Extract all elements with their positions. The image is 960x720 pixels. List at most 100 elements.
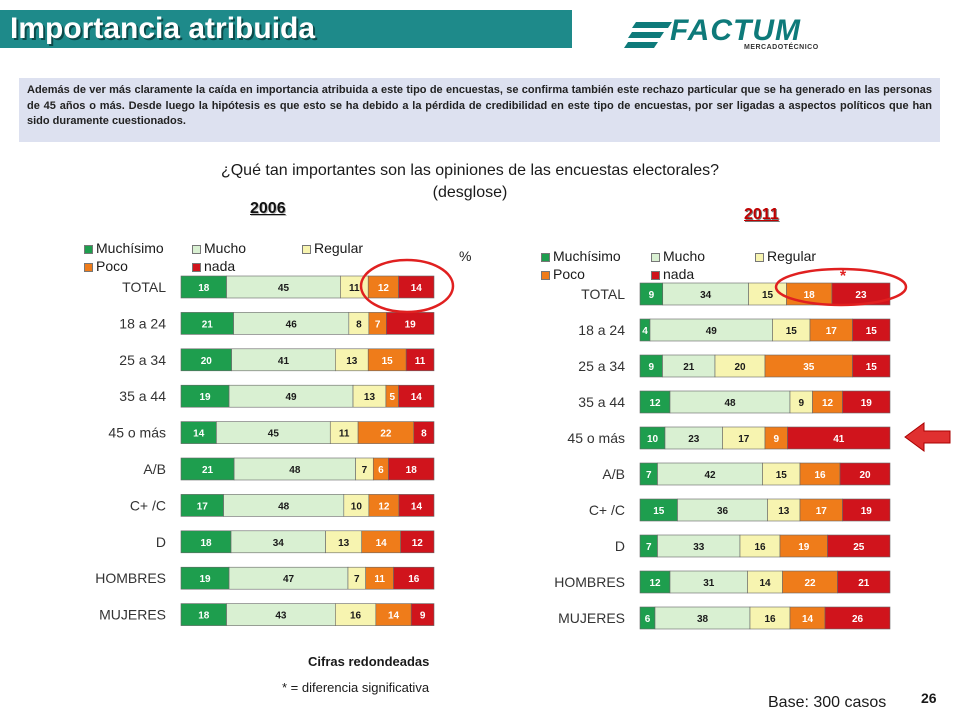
- chart-question: ¿Qué tan importantes son las opiniones d…: [120, 160, 820, 204]
- data-label-muchisimo: 7: [646, 542, 652, 553]
- data-label-muchisimo: 19: [199, 392, 211, 403]
- data-label-nada: 20: [859, 470, 871, 481]
- data-label-poco: 12: [378, 501, 390, 512]
- bar-segment-nada: [413, 421, 435, 444]
- data-label-regular: 16: [754, 542, 766, 553]
- data-label-muchisimo: 6: [645, 614, 651, 625]
- category-label-2011: 25 a 34: [578, 358, 625, 374]
- data-label-poco: 14: [388, 611, 400, 622]
- data-label-regular: 15: [786, 326, 798, 337]
- data-label-nada: 21: [858, 578, 870, 589]
- category-label-2006: 18 a 24: [119, 315, 166, 331]
- data-label-regular: 13: [364, 392, 376, 403]
- data-label-mucho: 48: [278, 501, 290, 512]
- legend-label: Muchísimo: [553, 248, 621, 264]
- year-2011-title: 2011: [744, 206, 779, 223]
- legend-item-regular: Regular: [755, 248, 816, 264]
- highlight-ellipse-2006-total: [359, 258, 455, 314]
- legend-label: nada: [204, 258, 236, 274]
- page-number: 26: [921, 690, 937, 706]
- data-label-muchisimo: 18: [200, 538, 212, 549]
- data-label-poco: 16: [814, 470, 826, 481]
- category-label-2011: HOMBRES: [554, 574, 625, 590]
- data-label-mucho: 38: [697, 614, 709, 625]
- legend-item-nada: nada: [651, 266, 694, 282]
- category-label-2006: 35 a 44: [119, 388, 166, 404]
- data-label-nada: 15: [866, 326, 878, 337]
- data-label-poco: 11: [374, 574, 385, 585]
- unit-label: %: [459, 248, 472, 264]
- category-label-2006: C+ /C: [130, 497, 166, 513]
- highlight-ellipse-2011-total: [774, 267, 908, 307]
- data-label-regular: 14: [759, 578, 771, 589]
- significance-note: * = diferencia significativa: [282, 680, 430, 695]
- data-label-poco: 22: [380, 429, 392, 440]
- logo-name: FACTUM: [670, 14, 801, 47]
- title-bar: [0, 10, 572, 48]
- legend-item-mucho: Mucho: [651, 248, 705, 264]
- data-label-nada: 19: [861, 506, 873, 517]
- category-label-2011: TOTAL: [581, 286, 625, 302]
- data-label-muchisimo: 10: [647, 434, 659, 445]
- swatch-nada: [651, 270, 660, 280]
- bar-segment-nada: [400, 530, 435, 554]
- data-label-regular: 16: [350, 611, 362, 622]
- intro-text: Además de ver más claramente la caída en…: [19, 78, 940, 142]
- category-label-2011: 18 a 24: [578, 322, 625, 338]
- data-label-mucho: 43: [275, 611, 287, 622]
- data-label-regular: 11: [339, 429, 350, 440]
- data-label-mucho: 34: [700, 290, 712, 301]
- data-label-nada: 14: [411, 501, 423, 512]
- swatch-regular: [755, 252, 764, 262]
- data-label-regular: 15: [776, 470, 788, 481]
- category-label-2011: 35 a 44: [578, 394, 625, 410]
- data-label-poco: 17: [816, 506, 828, 517]
- data-label-muchisimo: 21: [202, 319, 214, 330]
- year-2006-title: 2006: [250, 200, 286, 217]
- significance-star: *: [840, 268, 847, 285]
- data-label-mucho: 49: [706, 326, 718, 337]
- data-label-poco: 15: [382, 356, 394, 367]
- data-label-mucho: 31: [703, 578, 715, 589]
- data-label-mucho: 47: [283, 574, 295, 585]
- legend-item-nada: nada: [192, 258, 235, 274]
- data-label-muchisimo: 9: [649, 290, 655, 301]
- data-label-regular: 9: [798, 398, 804, 409]
- data-label-mucho: 36: [717, 506, 729, 517]
- swatch-poco: [541, 270, 550, 280]
- bar-segment-nada: [827, 534, 891, 558]
- data-label-muchisimo: 20: [201, 356, 213, 367]
- data-label-muchisimo: 9: [648, 362, 654, 373]
- data-label-mucho: 21: [683, 362, 695, 373]
- category-label-2006: 45 o más: [108, 425, 166, 441]
- category-label-2006: TOTAL: [122, 279, 166, 295]
- data-label-regular: 7: [362, 465, 368, 476]
- legend-item-muchisimo: Muchísimo: [84, 240, 164, 256]
- data-label-poco: 14: [802, 614, 814, 625]
- question-line-1: ¿Qué tan importantes son las opiniones d…: [220, 162, 720, 179]
- data-label-muchisimo: 17: [197, 501, 209, 512]
- bar-segment-nada: [398, 384, 435, 408]
- question-line-2: (desglose): [432, 184, 508, 201]
- data-label-mucho: 23: [688, 434, 700, 445]
- bar-segment-nada: [842, 498, 891, 522]
- bar-segment-nada: [388, 457, 435, 481]
- base-label: Base: 300 casos: [768, 694, 887, 711]
- legend-item-poco: Poco: [541, 266, 585, 282]
- data-label-nada: 23: [855, 290, 867, 301]
- category-label-2006: HOMBRES: [95, 570, 166, 586]
- data-label-poco: 7: [375, 319, 381, 330]
- swatch-nada: [192, 262, 201, 272]
- data-label-poco: 12: [378, 283, 390, 294]
- legend-2006: Muchísimo Mucho Regular Poco nada: [84, 240, 384, 276]
- bar-segment-nada: [837, 570, 891, 594]
- swatch-muchisimo: [541, 252, 550, 262]
- factum-logo-icon: [624, 22, 672, 48]
- data-label-mucho: 48: [724, 398, 736, 409]
- swatch-muchisimo: [84, 244, 93, 254]
- data-label-mucho: 45: [278, 283, 290, 294]
- legend-label: Regular: [767, 248, 817, 264]
- data-label-nada: 14: [411, 392, 423, 403]
- data-label-regular: 8: [356, 319, 362, 330]
